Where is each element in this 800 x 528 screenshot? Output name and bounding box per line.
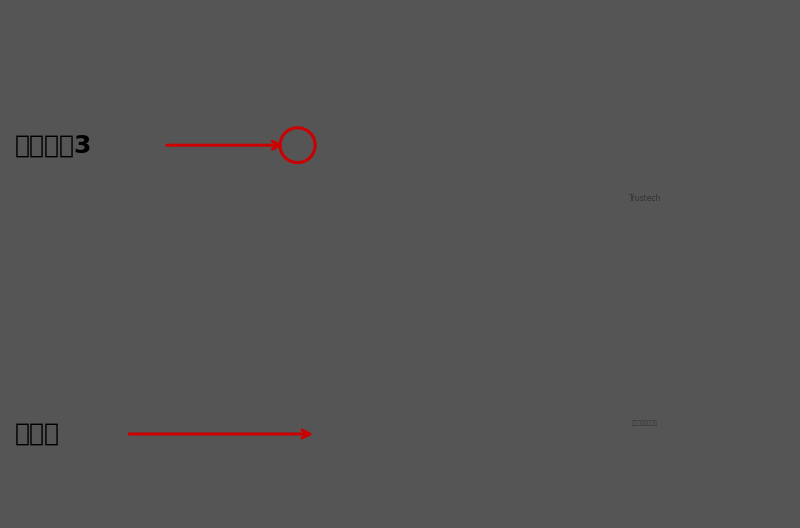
Text: 固定螺钉3: 固定螺钉3	[14, 133, 92, 157]
Bar	[225, 317, 800, 528]
Bar	[225, 33, 800, 49]
Bar	[225, 295, 800, 311]
Bar	[225, 164, 800, 180]
Bar	[225, 147, 800, 164]
Bar	[524, 190, 766, 465]
Bar	[225, 278, 800, 295]
Bar	[225, 98, 800, 115]
Bar	[0, 0, 225, 528]
Bar	[225, 229, 800, 246]
Text: Trustech: Trustech	[629, 194, 661, 203]
Bar	[225, 49, 800, 65]
Text: 镜头盖: 镜头盖	[14, 422, 59, 446]
Bar	[225, 16, 800, 33]
Bar	[225, 196, 800, 213]
Bar	[225, 0, 800, 16]
Bar	[225, 65, 800, 82]
Bar	[225, 82, 800, 98]
Bar	[225, 246, 800, 262]
Bar	[225, 115, 800, 131]
Bar	[225, 311, 800, 327]
Bar	[225, 131, 800, 147]
Bar	[225, 213, 800, 229]
Bar	[225, 262, 800, 278]
Bar	[225, 0, 800, 327]
Bar	[225, 180, 800, 196]
Text: 智能光纤稳定光源: 智能光纤稳定光源	[632, 421, 658, 426]
Bar	[524, 169, 766, 190]
